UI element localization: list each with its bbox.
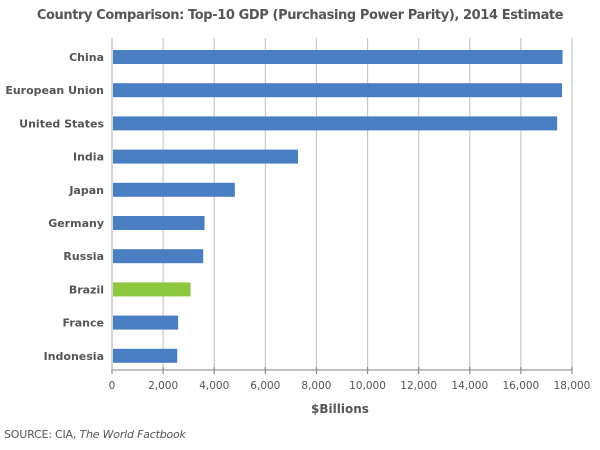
category-label: United States	[19, 117, 104, 130]
x-tick-label: 12,000	[400, 380, 437, 392]
category-label: Indonesia	[44, 350, 104, 363]
x-tick-label: 6,000	[250, 380, 280, 392]
category-label: Brazil	[69, 283, 104, 296]
category-label: Japan	[68, 184, 104, 197]
bar-united-states	[113, 116, 558, 131]
bar-france	[113, 315, 179, 330]
bar-india	[113, 149, 298, 164]
x-tick-label: 16,000	[503, 380, 540, 392]
category-label: Russia	[63, 250, 104, 263]
bar-brazil	[113, 282, 191, 297]
bars	[113, 50, 563, 363]
source-prefix: SOURCE: CIA,	[4, 428, 80, 441]
bar-china	[113, 50, 563, 64]
bar-germany	[113, 216, 205, 230]
x-tick-label: 14,000	[451, 380, 488, 392]
category-labels: China European Union United States India Jap…	[5, 51, 104, 363]
gridlines	[162, 38, 573, 370]
bar-japan	[113, 182, 235, 197]
bar-indonesia	[113, 348, 178, 363]
x-tick-label: 4,000	[199, 380, 229, 392]
bar-russia	[113, 249, 204, 264]
bar-european-union	[113, 83, 563, 98]
category-label: France	[63, 317, 104, 330]
category-label: Germany	[48, 217, 104, 230]
category-label: India	[73, 151, 104, 164]
x-axis: 0 2,000 4,000 6,000 8,000 10,000 12,000 14,000 1…	[109, 38, 591, 392]
category-label: China	[69, 51, 104, 64]
x-tick-label: 18,000	[554, 380, 591, 392]
x-tick-label: 0	[109, 380, 116, 392]
category-label: European Union	[5, 84, 104, 97]
x-tick-label: 10,000	[349, 380, 386, 392]
chart-title: Country Comparison: Top-10 GDP (Purchasi…	[36, 8, 564, 23]
source-publication: The World Factbook	[79, 428, 186, 441]
x-axis-title: $Billions	[311, 402, 369, 416]
x-tick-label: 2,000	[148, 380, 178, 392]
x-tick-label: 8,000	[301, 380, 331, 392]
source-note: SOURCE: CIA, The World Factbook	[4, 428, 186, 441]
